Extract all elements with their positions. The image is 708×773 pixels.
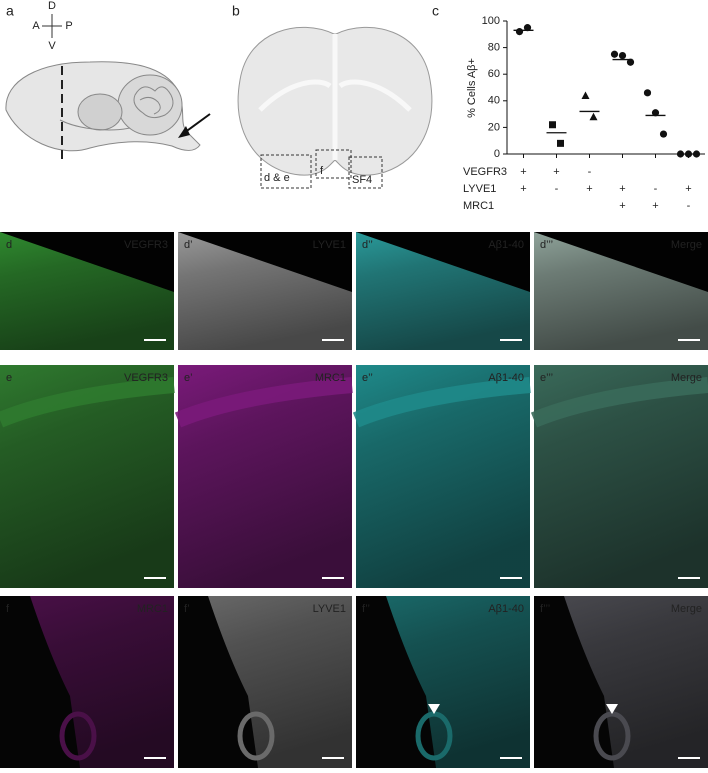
direction-label: P [65, 20, 72, 32]
panel-label: e [6, 372, 12, 384]
panel-label: f’ [184, 603, 190, 615]
direction-label: A [32, 20, 40, 32]
tissue-edge [0, 232, 174, 292]
panel-label: d’’’ [540, 239, 553, 251]
cell-band [530, 377, 708, 428]
vessel [237, 711, 275, 761]
panel-label: f’’’ [540, 603, 550, 615]
condition-sign: + [685, 183, 691, 195]
condition-sign: + [619, 183, 625, 195]
data-point [610, 50, 619, 58]
condition-sign: + [619, 200, 625, 212]
y-tick-label: 20 [488, 121, 500, 133]
region-label: SF4 [352, 174, 372, 186]
stain-label: Merge [671, 372, 702, 384]
direction-label: V [48, 40, 56, 52]
meningeal-edge [356, 596, 436, 768]
meningeal-edge [178, 596, 258, 768]
region-label: f [320, 165, 324, 177]
condition-sign: - [555, 183, 559, 195]
y-tick-label: 100 [482, 15, 500, 27]
stain-label: MRC1 [137, 603, 168, 615]
y-tick-label: 0 [494, 148, 500, 160]
panel-label: b [232, 3, 240, 19]
panel-label: d [6, 239, 12, 251]
data-point [651, 109, 660, 117]
panel-label: f [6, 603, 10, 615]
condition-name: LYVE1 [463, 183, 496, 195]
data-point [626, 58, 635, 66]
condition-sign: + [652, 200, 658, 212]
y-tick-label: 80 [488, 42, 500, 54]
stain-label: LYVE1 [313, 603, 346, 615]
region-box [348, 156, 383, 189]
panel-label: f’’ [362, 603, 370, 615]
cell-band [174, 377, 353, 428]
stain-label: VEGFR3 [124, 372, 168, 384]
data-point [659, 130, 668, 138]
data-point [618, 51, 627, 60]
condition-sign: + [553, 166, 559, 178]
compass [42, 14, 62, 38]
condition-sign: - [654, 183, 658, 195]
stain-label: Aβ1-40 [488, 239, 524, 251]
y-tick-label: 40 [488, 95, 500, 107]
direction-label: D [48, 0, 56, 12]
panel-label: c [432, 3, 439, 19]
sagittal-brain [5, 61, 201, 152]
condition-sign: - [588, 166, 592, 178]
tissue-edge [534, 232, 708, 292]
arrowhead [606, 704, 618, 714]
stain-label: Merge [671, 603, 702, 615]
condition-sign: - [687, 200, 691, 212]
stain-label: LYVE1 [313, 239, 346, 251]
stain-label: Aβ1-40 [488, 372, 524, 384]
panel-label: e’ [184, 372, 193, 384]
tissue-edge [356, 232, 530, 292]
y-axis-label: % Cells Aβ+ [466, 58, 478, 118]
meningeal-edge [534, 596, 614, 768]
condition-sign: + [586, 183, 592, 195]
data-point [549, 121, 556, 129]
panel-label: e’’ [362, 372, 373, 384]
cell-band [352, 377, 531, 428]
panel-label: d’’ [362, 239, 373, 251]
condition-name: MRC1 [463, 200, 494, 212]
data-point [581, 91, 590, 99]
stain-label: Aβ1-40 [488, 603, 524, 615]
condition-name: VEGFR3 [463, 166, 507, 178]
tissue-edge [178, 232, 352, 292]
data-point [515, 28, 524, 36]
condition-sign: + [520, 166, 526, 178]
stain-label: Merge [671, 239, 702, 251]
stain-label: VEGFR3 [124, 239, 168, 251]
arrow [178, 113, 211, 138]
panel-label: d’ [184, 239, 193, 251]
panel-label: a [6, 3, 14, 19]
region-label: d & e [264, 172, 290, 184]
data-point [523, 24, 532, 32]
panel-label: e’’’ [540, 372, 553, 384]
region-box [260, 154, 312, 189]
region-box [315, 149, 352, 179]
arrowhead [428, 704, 440, 714]
condition-sign: + [520, 183, 526, 195]
data-point [557, 139, 564, 147]
y-tick-label: 60 [488, 68, 500, 80]
ventricles [258, 34, 412, 160]
data-point [589, 112, 598, 121]
cell-band [0, 377, 175, 428]
stain-label: MRC1 [315, 372, 346, 384]
vessel [59, 711, 97, 761]
meningeal-edge [0, 596, 80, 768]
data-point [643, 89, 652, 97]
